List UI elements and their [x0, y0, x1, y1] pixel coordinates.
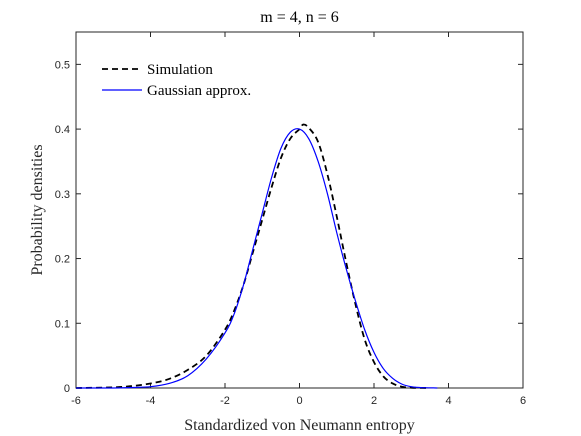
x-axis-label: Standardized von Neumann entropy — [184, 417, 415, 434]
y-tick-label: 0.5 — [55, 59, 70, 71]
y-tick-label: 0.1 — [55, 318, 70, 330]
series-layer — [75, 123, 438, 389]
series-line-gaussian — [75, 128, 438, 389]
x-tick-label: 6 — [520, 395, 526, 407]
legend-label-gaussian: Gaussian approx. — [147, 83, 251, 99]
y-axis-label: Probability densities — [29, 144, 46, 275]
y-tick-label: 0 — [64, 383, 70, 395]
legend-label-simulation: Simulation — [147, 62, 213, 78]
x-tick-label: 2 — [371, 395, 377, 407]
x-tick-label: -2 — [220, 395, 230, 407]
x-tick-label: -6 — [71, 395, 81, 407]
chart-title: m = 4, n = 6 — [260, 9, 339, 26]
axis-ticks: -6 -4 -2 0 2 4 6 0 0.1 0.2 0.3 0.4 0.5 — [55, 32, 526, 407]
plot-area — [75, 31, 524, 389]
y-tick-label: 0.2 — [55, 254, 70, 266]
y-tick-label: 0.4 — [55, 124, 70, 136]
y-tick-label: 0.3 — [55, 189, 70, 201]
legend: Simulation Gaussian approx. — [102, 62, 251, 99]
x-tick-label: 0 — [296, 395, 302, 407]
series-line-simulation — [75, 123, 430, 389]
x-tick-label: 4 — [445, 395, 451, 407]
x-tick-label: -4 — [146, 395, 156, 407]
